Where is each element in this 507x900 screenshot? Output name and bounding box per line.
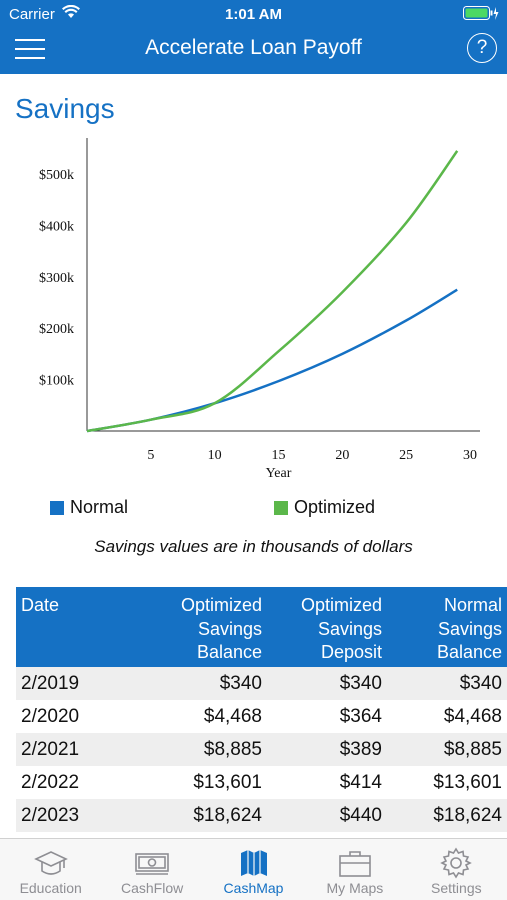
tab-cashmap[interactable]: CashMap [203, 839, 304, 900]
section-title: Savings [15, 93, 115, 124]
table-row: 2/2019 $340 $340 $340 [16, 667, 507, 700]
savings-chart: $100k $200k $300k $400k $500k 5 10 15 20 25 30 Year [39, 138, 480, 481]
tab-my-maps[interactable]: My Maps [304, 839, 405, 900]
table-cell: $18,624 [193, 804, 262, 826]
table-cell: 2/2021 [21, 738, 80, 760]
table-cell: $340 [339, 672, 382, 694]
table-cell: $4,468 [443, 705, 502, 727]
y-tick-label: $500k [39, 168, 74, 183]
navigation-bar: Accelerate Loan Payoff ? [0, 28, 507, 74]
tab-bar: Education CashFlow CashMap My Maps Settings [0, 838, 507, 900]
tab-label: My Maps [326, 880, 384, 896]
table-cell: $414 [339, 771, 382, 793]
y-tick-label: $300k [39, 271, 74, 286]
tab-education[interactable]: Education [0, 839, 101, 900]
clock: 1:01 AM [225, 6, 282, 23]
x-tick-label: 30 [463, 448, 477, 463]
table-cell: $389 [339, 738, 382, 760]
table-row: 2/2020 $4,468 $364 $4,468 [16, 700, 507, 733]
table-body: 2/2019 $340 $340 $340 2/2020 $4,468 $364 $4,468… [16, 667, 507, 832]
tab-settings[interactable]: Settings [406, 839, 507, 900]
legend-optimized-label: Optimized [294, 497, 376, 517]
legend-normal-swatch [50, 500, 64, 515]
help-icon[interactable]: ? [467, 33, 497, 63]
x-axis-label: Year [266, 466, 292, 481]
status-bar: Carrier 1:01 AM [0, 0, 507, 28]
y-tick-label: $200k [39, 322, 74, 337]
carrier-label: Carrier [9, 6, 55, 23]
tab-label: CashFlow [120, 880, 184, 896]
table-cell: $440 [339, 804, 382, 826]
x-tick-label: 25 [399, 448, 413, 463]
table-row: 2/2023 $18,624 $440 $18,624 [16, 799, 507, 832]
legend-optimized-swatch [274, 500, 288, 515]
header-optimized-deposit: Optimized Savings Deposit [300, 595, 382, 662]
gear-icon [406, 846, 507, 880]
series-line-normal [86, 288, 458, 433]
table-cell: 2/2020 [21, 705, 80, 727]
table-cell: $8,885 [443, 738, 502, 760]
table-cell: $4,468 [203, 705, 262, 727]
top-bar: Carrier 1:01 AM Accelerate Loan Payoff ? [0, 0, 507, 74]
table-cell: $13,601 [193, 771, 262, 793]
wifi-icon [62, 4, 80, 23]
battery-icon [463, 6, 499, 25]
table-row: 2/2022 $13,601 $414 $13,601 [16, 766, 507, 799]
savings-table: Date Optimized Savings Balance Optimized Sa… [16, 587, 507, 832]
legend-normal: Normal [50, 497, 128, 518]
tab-label: Education [19, 880, 82, 896]
y-tick-label: $100k [39, 374, 74, 389]
header-optimized-balance: Optimized Savings Balance [180, 595, 262, 662]
table-row: 2/2021 $8,885 $389 $8,885 [16, 733, 507, 766]
series-line-optimized [86, 150, 459, 433]
legend-optimized: Optimized [274, 497, 375, 518]
table-cell: 2/2022 [21, 771, 80, 793]
x-tick-label: 15 [272, 448, 286, 463]
table-header: Date Optimized Savings Balance Optimized Sa… [16, 587, 507, 667]
tab-label: CashMap [223, 880, 284, 896]
hamburger-menu-icon[interactable] [15, 39, 45, 61]
table-cell: 2/2019 [21, 672, 80, 694]
graduation-cap-icon [0, 846, 101, 880]
cash-icon [101, 846, 202, 880]
table-cell: 2/2023 [21, 804, 80, 826]
header-date: Date [21, 595, 60, 615]
map-icon [203, 846, 304, 880]
header-normal-balance: Normal Savings Balance [436, 595, 502, 662]
briefcase-icon [304, 846, 405, 880]
chart-note: Savings values are in thousands of dolla… [94, 537, 413, 556]
table-cell: $340 [459, 672, 502, 694]
legend-normal-label: Normal [70, 497, 129, 517]
x-tick-label: 10 [208, 448, 222, 463]
table-cell: $340 [219, 672, 262, 694]
tab-label: Settings [431, 880, 482, 896]
table-cell: $13,601 [433, 771, 502, 793]
page-title: Accelerate Loan Payoff [145, 36, 362, 59]
table-cell: $364 [339, 705, 382, 727]
table-cell: $8,885 [203, 738, 262, 760]
x-tick-label: 5 [147, 448, 154, 463]
y-tick-label: $400k [39, 219, 74, 234]
tab-cashflow[interactable]: CashFlow [101, 839, 202, 900]
table-cell: $18,624 [433, 804, 502, 826]
x-tick-label: 20 [335, 448, 349, 463]
